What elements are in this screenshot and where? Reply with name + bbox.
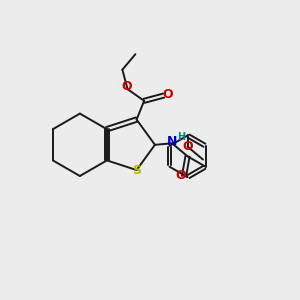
Text: O: O xyxy=(183,140,194,153)
Text: O: O xyxy=(122,80,132,93)
Text: H: H xyxy=(177,132,185,142)
Text: O: O xyxy=(162,88,172,101)
Text: O: O xyxy=(176,169,186,182)
Text: S: S xyxy=(132,164,141,176)
Text: N: N xyxy=(167,135,177,148)
